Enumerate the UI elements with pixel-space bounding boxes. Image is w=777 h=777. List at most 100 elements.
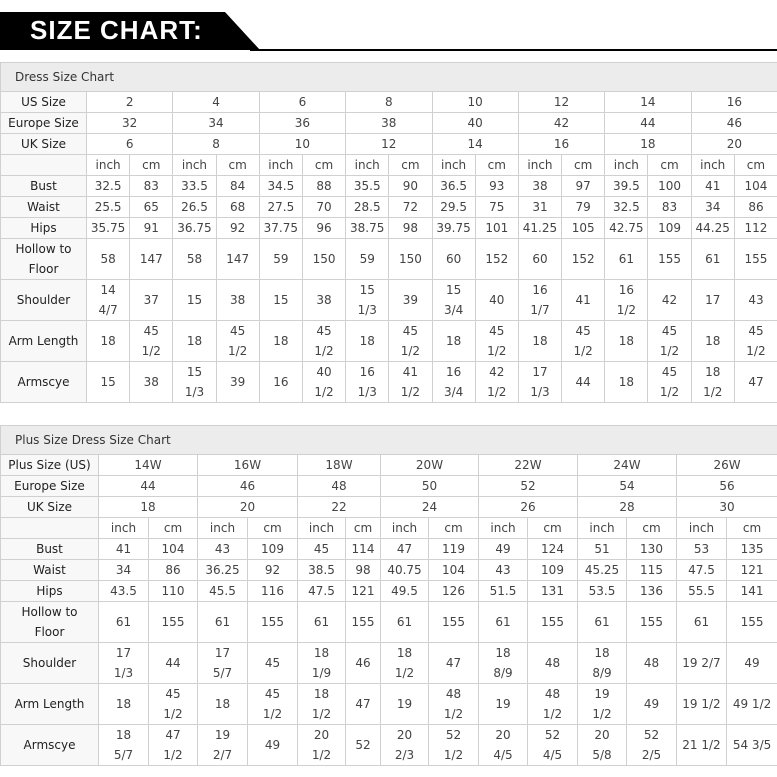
size-cell: 40 (431, 112, 519, 134)
measurement-cell: 52 1/2 (428, 724, 479, 766)
unit-cm: cm (725, 517, 777, 539)
measurement-cell: 35.5 (345, 175, 390, 197)
size-cell: 10 (258, 133, 347, 155)
size-cell: 34 (172, 112, 260, 134)
measurement-cell: 155 (148, 601, 198, 643)
measurement-cell: 18 1/2 (380, 642, 429, 684)
measurement-cell: 26.5 (172, 196, 217, 218)
table-title-row: Dress Size Chart (0, 62, 777, 92)
size-cell: 50 (380, 475, 479, 497)
unit-cm: cm (148, 517, 198, 539)
measurement-cell: 60 (431, 238, 476, 280)
row-label: Plus Size (US) (0, 454, 99, 476)
size-cell: 52 (478, 475, 578, 497)
measurement-cell: 44 (148, 642, 198, 684)
measurement-cell: 92 (215, 217, 260, 239)
measurement-cell: 18 (98, 683, 149, 725)
measurement-cell: 91 (129, 217, 174, 239)
table-title: Dress Size Chart (0, 62, 777, 92)
unit-inch: inch (197, 517, 248, 539)
dress-size-table: Dress Size Chart US Size 2 4 6 8 10 12 14 16 Europ… (0, 62, 777, 403)
measurement-cell: 16 1/3 (345, 361, 390, 403)
size-row: UK Size 6 8 10 12 14 16 18 20 (0, 133, 777, 155)
measurement-cell: 33.5 (172, 175, 217, 197)
size-cell: 14W (98, 454, 198, 476)
size-cell: 46 (197, 475, 298, 497)
size-cell: 16W (197, 454, 298, 476)
measurement-cell: 61 (604, 238, 649, 280)
measurement-cell: 155 (428, 601, 479, 643)
measurement-cell: 79 (561, 196, 606, 218)
measurement-cell: 52 4/5 (527, 724, 578, 766)
measurement-cell: 47 (428, 642, 479, 684)
size-row: UK Size 18 20 22 24 26 28 30 (0, 496, 777, 518)
measurement-cell: 36.25 (197, 559, 248, 581)
measurement-row: Shoulder 17 1/3 44 17 5/7 45 18 1/9 46 18 1/2 47… (0, 642, 777, 684)
measurement-row: Waist 25.5 65 26.5 68 27.5 70 28.5 72 29.5 75 31 79 3… (0, 196, 777, 218)
size-cell: 24W (577, 454, 677, 476)
size-chart-banner (0, 12, 260, 50)
measurement-cell: 45 1/2 (647, 320, 692, 362)
measurement-cell: 109 (247, 538, 298, 560)
measurement-cell: 147 (215, 238, 260, 280)
row-label: UK Size (0, 133, 87, 155)
measurement-cell: 150 (301, 238, 347, 280)
measurement-row: Bust 41 104 43 109 45 114 47 119 49 124 51 130 53 135 (0, 538, 777, 560)
measurement-cell: 109 (527, 559, 578, 581)
measurement-cell: 155 (345, 601, 381, 643)
unit-inch: inch (172, 154, 217, 176)
measurement-cell: 147 (129, 238, 174, 280)
measurement-cell: 15 (85, 361, 131, 403)
measurement-cell: 59 (345, 238, 390, 280)
measurement-cell: 35.75 (85, 217, 131, 239)
size-cell: 18W (297, 454, 381, 476)
measurement-cell: 34.5 (258, 175, 303, 197)
size-cell: 30 (675, 496, 777, 518)
measurement-cell: 43 (733, 279, 777, 321)
measurement-cell: 42 (647, 279, 692, 321)
measurement-cell: 155 (247, 601, 298, 643)
measurement-cell: 53.5 (577, 580, 627, 602)
measurement-cell: 42.75 (604, 217, 649, 239)
measurement-cell: 55.5 (676, 580, 727, 602)
measurement-row: Arm Length 18 45 1/2 18 45 1/2 18 1/2 47 19 48 1… (0, 683, 777, 725)
measurement-cell: 52 2/5 (626, 724, 677, 766)
measurement-row: Armscye 15 38 15 1/3 39 16 40 1/2 16 1/3 41 1/2 1… (0, 361, 777, 403)
size-cell: 2 (85, 91, 174, 113)
measurement-row: Bust 32.5 83 33.5 84 34.5 88 35.5 90 36.5 93 38 97 39… (0, 175, 777, 197)
row-label: UK Size (0, 496, 99, 518)
size-row: Plus Size (US) 14W 16W 18W 20W 22W 24W 26W (0, 454, 777, 476)
size-cell: 24 (380, 496, 479, 518)
measurement-row: Shoulder 14 4/7 37 15 38 15 38 15 1/3 39 15 3/4 40… (0, 279, 777, 321)
measurement-cell: 43 (478, 559, 528, 581)
measurement-row: Hips 35.75 91 36.75 92 37.75 96 38.75 98 39.75 101… (0, 217, 777, 239)
measurement-cell: 27.5 (258, 196, 303, 218)
measurement-cell: 36.75 (172, 217, 217, 239)
measurement-cell: 41 (690, 175, 735, 197)
measurement-cell: 70 (301, 196, 347, 218)
measurement-cell: 18 (690, 320, 735, 362)
measurement-cell: 155 (527, 601, 578, 643)
unit-cm: cm (626, 517, 677, 539)
measurement-cell: 119 (428, 538, 479, 560)
measurement-cell: 21 1/2 (676, 724, 727, 766)
measurement-cell: 39.5 (604, 175, 649, 197)
size-cell: 20 (197, 496, 298, 518)
size-cell: 28 (577, 496, 677, 518)
unit-row: inch cm inch cm inch cm inch cm inch cm inch cm inch… (0, 154, 777, 176)
table-title: Plus Size Dress Size Chart (0, 425, 777, 455)
measurement-cell: 65 (129, 196, 174, 218)
size-cell: 18 (98, 496, 198, 518)
measurement-cell: 44.25 (690, 217, 735, 239)
measurement-cell: 20 4/5 (478, 724, 528, 766)
measurement-cell: 47.5 (676, 559, 727, 581)
measurement-cell: 32.5 (604, 196, 649, 218)
size-cell: 20W (380, 454, 479, 476)
measurement-cell: 105 (561, 217, 606, 239)
measurement-cell: 109 (647, 217, 692, 239)
measurement-cell: 131 (527, 580, 578, 602)
measurement-cell: 121 (345, 580, 381, 602)
row-label: Hollow to Floor (0, 238, 87, 280)
measurement-cell: 16 3/4 (431, 361, 476, 403)
measurement-cell: 45 1/2 (647, 361, 692, 403)
